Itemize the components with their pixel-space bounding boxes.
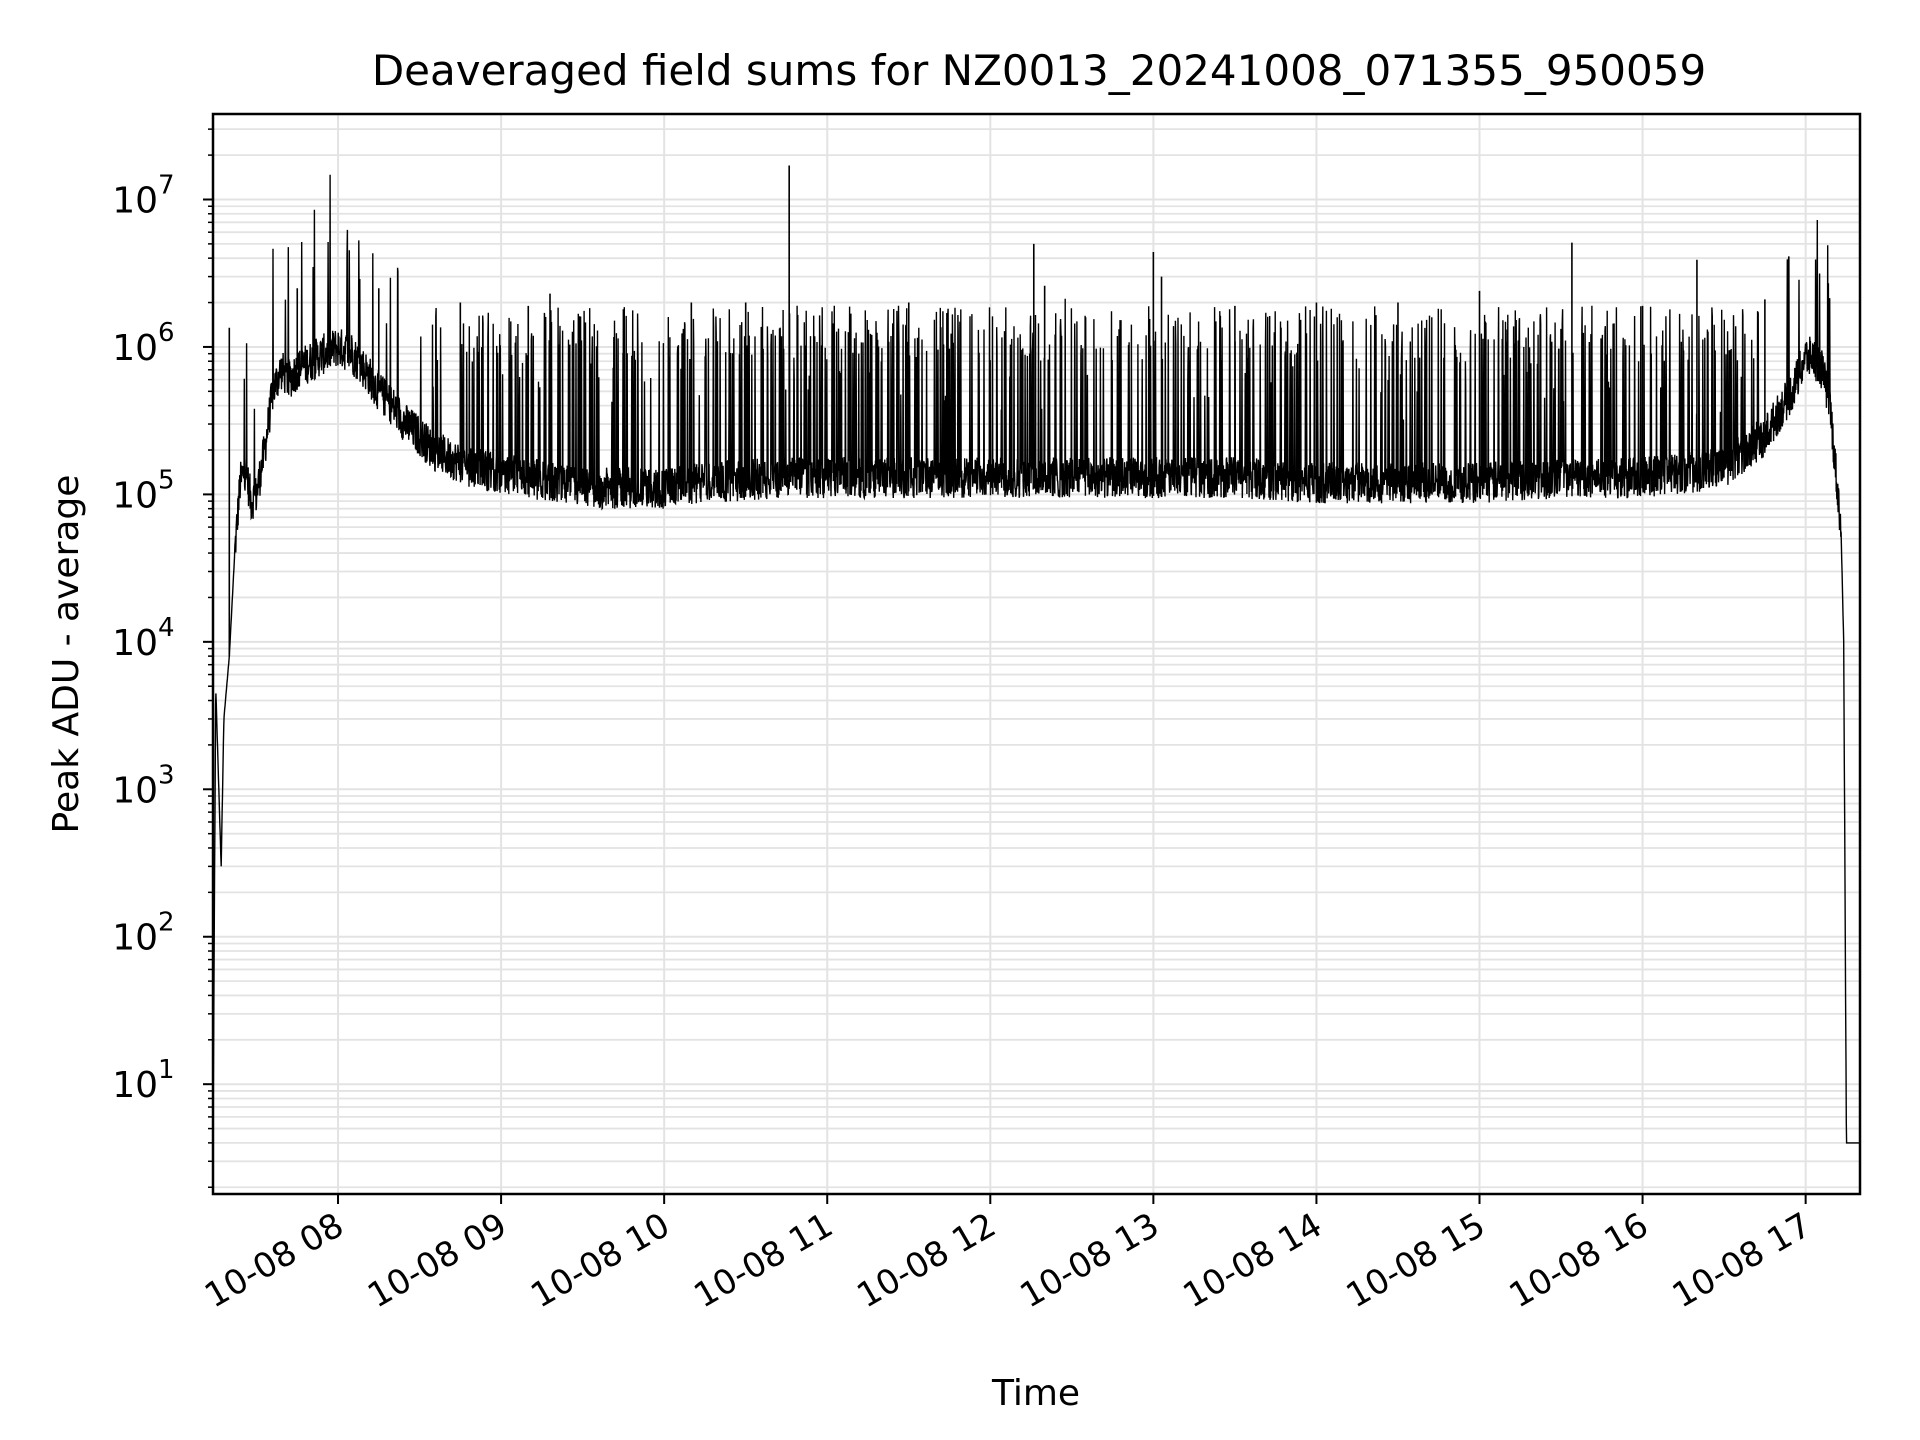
series-line (212, 174, 1860, 1144)
x-axis-label: Time (991, 1373, 1080, 1414)
y-tick-label: 10 (112, 623, 158, 664)
y-tick-label-exponent: 4 (158, 613, 175, 643)
y-tick-label: 10 (112, 770, 158, 811)
y-tick-label-exponent: 1 (158, 1055, 175, 1085)
y-tick-label: 10 (112, 475, 158, 516)
y-tick-label-exponent: 5 (158, 465, 175, 495)
y-tick-label: 10 (112, 1065, 158, 1106)
y-tick-label: 10 (112, 180, 158, 221)
y-tick-label-exponent: 2 (158, 908, 175, 938)
series-layer (212, 165, 1860, 1144)
plot-frame (211, 112, 1862, 1196)
y-tick-label: 10 (112, 918, 158, 959)
y-tick-label: 10 (112, 328, 158, 369)
chart-title: Deaveraged field sums for NZ0013_2024100… (372, 46, 1706, 95)
y-tick-label-exponent: 7 (158, 170, 175, 200)
y-tick-label-exponent: 3 (158, 760, 175, 790)
y-axis-label: Peak ADU - average (46, 475, 87, 834)
y-tick-label-exponent: 6 (158, 318, 175, 348)
grid (213, 114, 1860, 1194)
